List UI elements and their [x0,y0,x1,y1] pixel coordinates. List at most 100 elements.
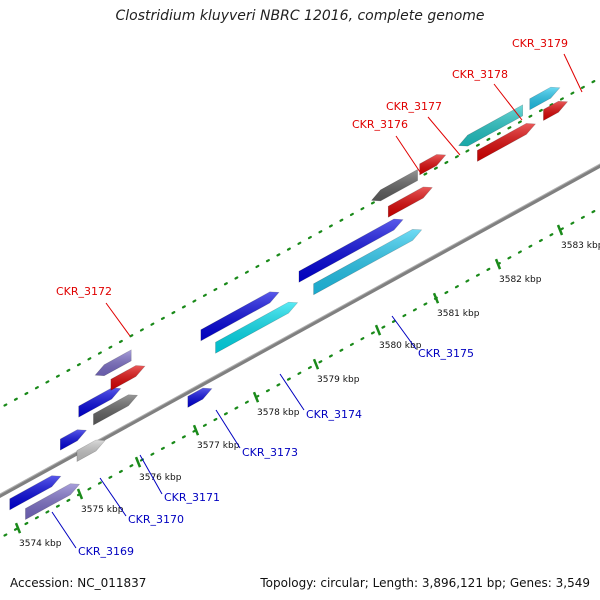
guide-dot [517,120,522,124]
genome-stats-text: Topology: circular; Length: 3,896,121 bp… [260,576,590,590]
tick-mark [374,324,382,336]
guide-dot [349,342,354,347]
guide-dot [108,475,113,479]
guide-dot [412,308,417,312]
label-leader-line [139,454,163,495]
guide-dot [150,452,155,456]
guide-dot [234,406,239,410]
guide-dot [475,143,480,147]
tick-mark [134,456,142,468]
gene-arrow-shading [215,302,298,354]
guide-dot [538,238,543,243]
guide-dot [171,441,176,445]
gene-arrow-shading [9,475,61,510]
guide-dot [580,85,585,90]
guide-dot [486,267,491,271]
gene-arrow-shading [529,87,560,110]
gene-arrow-shading [93,394,138,426]
guide-dot [244,270,249,274]
tick-label: 3577 kbp [197,441,240,451]
gene-label[interactable]: CKR_3172 [56,285,112,298]
tick-mark [312,358,320,370]
gene-arrow-shading [95,349,132,376]
gene-label[interactable]: CKR_3179 [512,37,568,50]
genome-title: Clostridium kluyveri NBRC 12016, complet… [115,8,485,24]
gene-label[interactable]: CKR_3177 [386,100,442,113]
guide-dot [517,250,522,254]
label-leader-line [105,302,131,337]
guide-dot [591,210,596,214]
guide-dot [286,377,291,381]
tick-label: 3578 kbp [257,408,300,418]
guide-dot [66,498,71,502]
gene-arrow-shading [419,154,446,175]
label-leader-line [51,511,77,549]
gene-labels: CKR_3169 CKR_3170 CKR_3171 CKR_3172 CKR_3173… [51,37,583,558]
gene-label[interactable]: CKR_3174 [306,408,362,421]
tick-mark [252,391,260,403]
tick-mark [432,292,440,304]
label-leader-line [493,83,523,121]
guide-dot [34,386,39,390]
dotted-guides [3,80,596,537]
guide-dot [381,325,386,329]
guide-dot [97,351,102,355]
guide-dot [76,363,81,367]
tick-label: 3581 kbp [437,309,480,319]
guide-dot [454,155,459,159]
label-leader-line [99,477,127,517]
guide-dot [465,279,470,283]
gene-label[interactable]: CKR_3170 [128,513,184,526]
guide-dot [507,126,512,130]
guide-dot [34,516,39,520]
guide-dot [370,331,375,335]
gene-label[interactable]: CKR_3176 [352,118,408,131]
label-leader-line [391,315,417,350]
gene-label[interactable]: CKR_3171 [164,491,220,504]
guide-dot [24,521,29,526]
guide-dot [202,423,207,427]
tick-label: 3574 kbp [19,539,62,549]
guide-dot [171,311,176,315]
guide-dot [318,360,323,364]
guide-dot [444,290,449,295]
tick-mark [192,424,200,436]
guide-dot [66,368,71,372]
gene-arrow-shading [25,483,80,520]
guide-dot [549,103,554,107]
gene-label[interactable]: CKR_3175 [418,347,474,360]
guide-dot [255,264,260,269]
guide-dot [97,481,102,485]
guide-dot [55,504,60,508]
guide-dot [234,276,239,280]
guide-dot [538,108,543,113]
guide-dot [108,345,113,349]
guide-dot [328,224,333,228]
tick-label: 3582 kbp [499,275,542,285]
label-leader-line [279,373,305,411]
tick-label: 3583 kbp [561,241,600,251]
guide-dot [213,417,218,422]
gene-label[interactable]: CKR_3178 [452,68,508,81]
gene-label[interactable]: CKR_3169 [78,545,134,558]
guide-dot [318,230,323,234]
guide-dot [87,487,92,491]
guide-dot [444,160,449,165]
label-leader-line [215,409,241,449]
scale-ticks: 3574 kbp 3575 kbp 3576 kbp 3577 kbp 3578 kbp… [14,224,600,549]
guide-dot [549,233,554,237]
guide-dot [423,302,428,306]
guide-dot [297,371,302,375]
gene-arrow-shading [313,229,422,295]
guide-dot [160,316,165,320]
guide-dot [486,137,491,141]
guide-dot [192,299,197,303]
guide-dot [13,527,18,531]
upper-dotted-guide [3,80,596,407]
gene-arrow-shading [76,440,105,462]
guide-dot [181,305,186,309]
guide-dot [496,132,501,136]
guide-dot [286,247,291,251]
gene-label[interactable]: CKR_3173 [242,446,298,459]
